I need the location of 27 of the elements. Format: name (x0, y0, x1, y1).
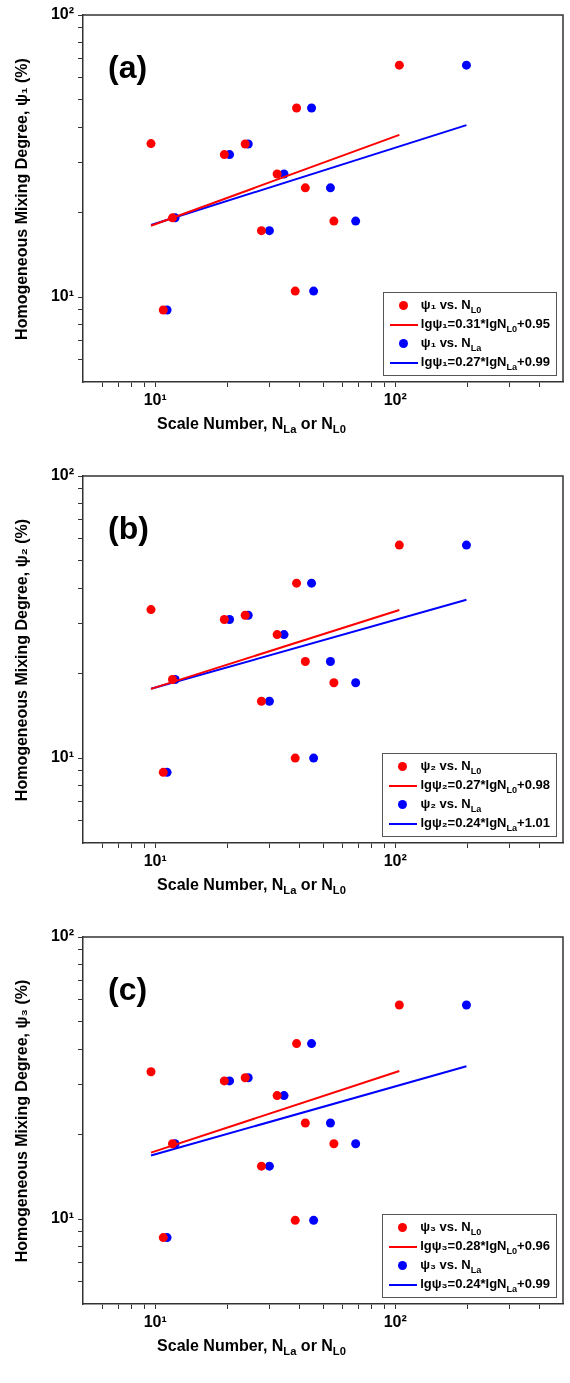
y-axis-title: Homogeneous Mixing Degree, ψ₂ (%) (13, 518, 31, 801)
x-axis-title: Scale Number, N$_{La}$ or N$_{L0}$ (157, 876, 346, 897)
x-axis-title: Scale Number, N$_{La}$ or N$_{L0}$ (157, 1337, 346, 1358)
legend-label: ψ₃ vs. N$_{L0}$ (420, 1218, 482, 1237)
y-tick-label: 10² (50, 466, 74, 484)
legend-label: lgψ₁=0.27*lgN$_{La}$+0.99 (420, 353, 550, 372)
y-axis-title: Homogeneous Mixing Degree, ψ₃ (%) (13, 979, 31, 1262)
legend-label: ψ₁ vs. N$_{La}$ (420, 334, 482, 353)
y-tick-label: 10¹ (50, 748, 74, 766)
annotation: (b) (108, 509, 149, 546)
x-axis-title: Scale Number, N$_{La}$ or N$_{L0}$ (157, 415, 346, 436)
annotation: (a) (108, 48, 148, 85)
legend-label: ψ₃ vs. N$_{La}$ (420, 1256, 482, 1275)
legend-label: ψ₂ vs. N$_{L0}$ (420, 757, 482, 776)
legend-label: lgψ₁=0.31*lgN$_{L0}$+0.95 (420, 315, 550, 334)
annotation: (c) (108, 970, 148, 1007)
legend-label: lgψ₂=0.27*lgN$_{L0}$+0.98 (420, 776, 550, 795)
y-axis-title: Homogeneous Mixing Degree, ψ₁ (%) (13, 57, 31, 340)
y-tick-label: 10² (50, 5, 74, 23)
legend-label: lgψ₂=0.24*lgN$_{La}$+1.01 (420, 814, 550, 833)
legend-label: lgψ₃=0.24*lgN$_{La}$+0.99 (420, 1275, 550, 1294)
legend-label: ψ₂ vs. N$_{La}$ (420, 795, 482, 814)
legend-label: ψ₁ vs. N$_{L0}$ (420, 296, 482, 315)
legend-label: lgψ₃=0.28*lgN$_{L0}$+0.96 (420, 1237, 550, 1256)
y-tick-label: 10¹ (50, 287, 74, 305)
y-tick-label: 10² (50, 927, 74, 945)
y-tick-label: 10¹ (50, 1209, 74, 1227)
